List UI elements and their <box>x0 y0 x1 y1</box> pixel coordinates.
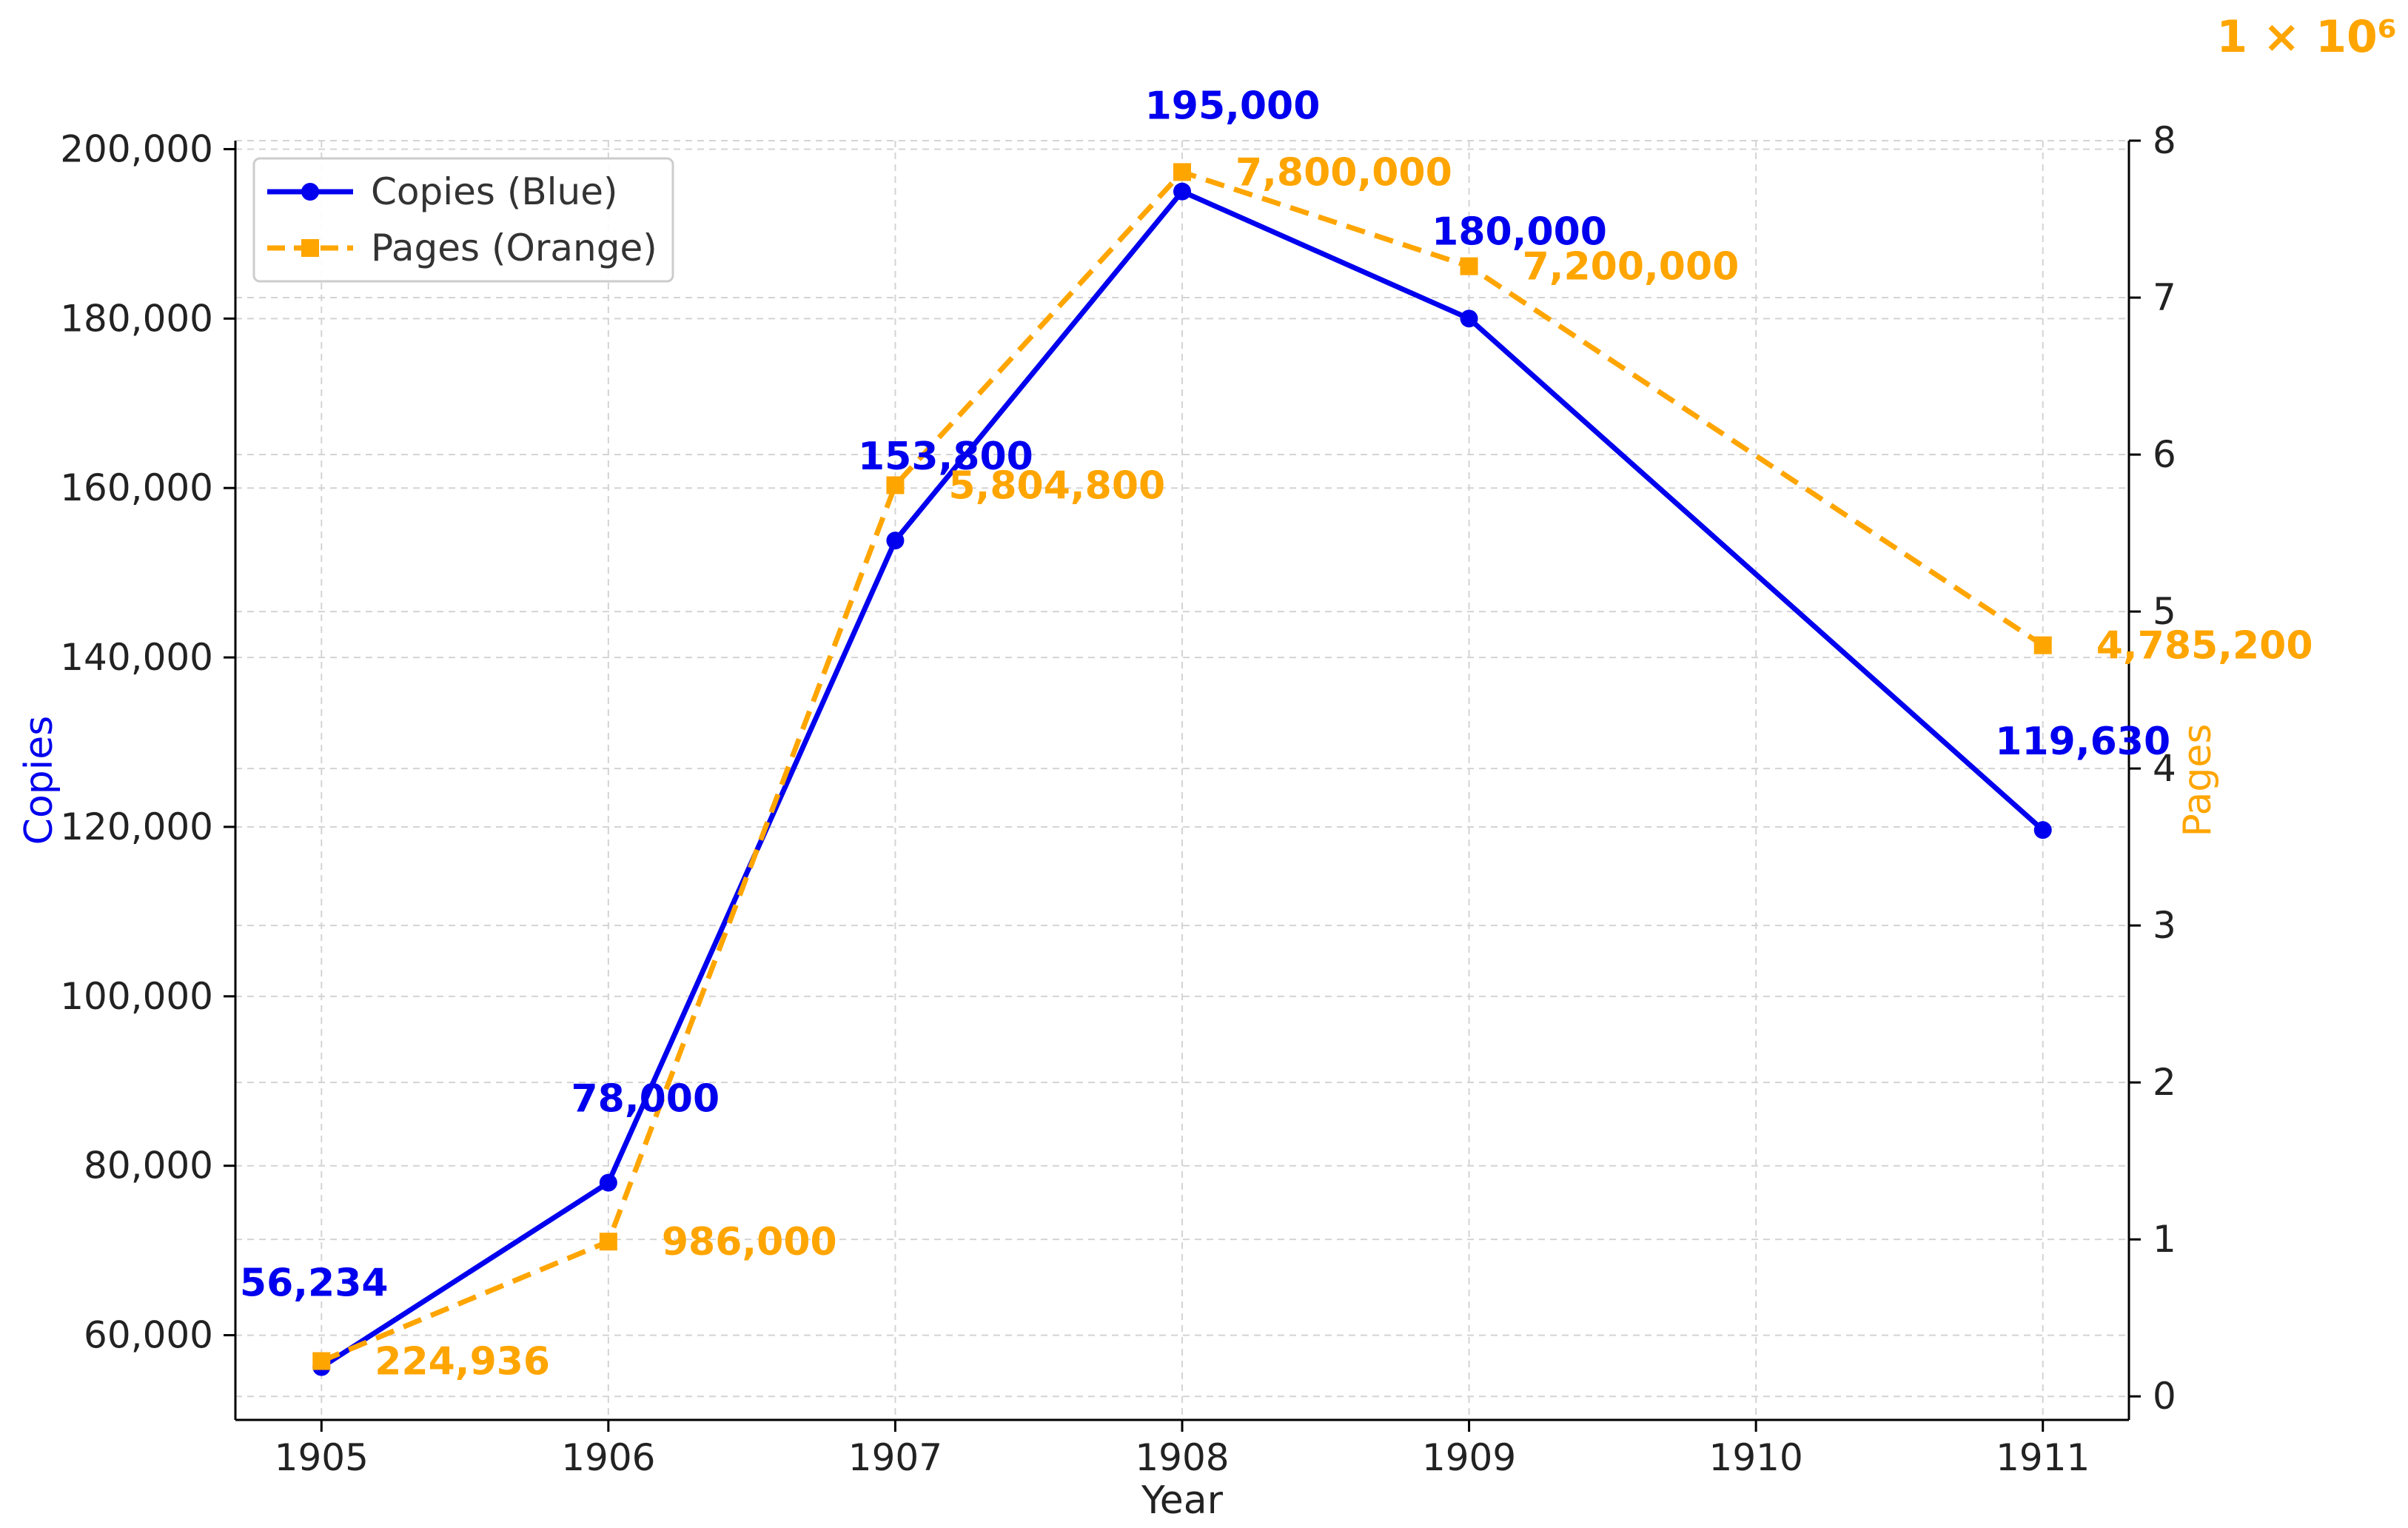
pages-point <box>886 476 905 495</box>
right-axis-multiplier: 1 × 10⁶ <box>2216 11 2397 63</box>
y-left-tick-label: 80,000 <box>84 1145 213 1187</box>
copies-point <box>599 1173 617 1192</box>
x-tick-label: 1907 <box>848 1436 942 1479</box>
y-right-tick-label: 2 <box>2153 1061 2176 1104</box>
legend-box <box>252 157 674 283</box>
x-tick-label: 1911 <box>1996 1436 2090 1479</box>
y-right-tick-label: 0 <box>2153 1375 2176 1418</box>
y-right-tick-label: 5 <box>2153 590 2176 633</box>
pages-data-label: 5,804,800 <box>948 463 1165 508</box>
pages-data-label: 7,800,000 <box>1235 150 1452 195</box>
y-left-tick-label: 100,000 <box>60 975 213 1018</box>
y-right-tick-label: 3 <box>2153 904 2176 947</box>
legend-copies-label: Copies (Blue) <box>371 170 618 213</box>
series-lines <box>320 169 2045 1370</box>
copies-data-label: 56,234 <box>240 1261 389 1306</box>
pages-point <box>1460 257 1478 275</box>
pages-data-label: 4,785,200 <box>2096 624 2313 668</box>
legend-copies-marker <box>301 183 319 201</box>
series-markers <box>312 163 2052 1376</box>
copies-data-label: 153,800 <box>858 435 1033 479</box>
pages-point <box>599 1233 617 1251</box>
pages-data-label: 224,936 <box>375 1340 550 1384</box>
copies-data-label: 119,630 <box>1995 720 2170 764</box>
copies-point <box>1460 309 1478 328</box>
copies-series-line <box>320 189 2045 1370</box>
axis-ticks: 1905 1906 1907 1908 1909 1910 1911 60,000 80,000… <box>60 119 2176 1479</box>
copies-point <box>886 532 905 550</box>
pages-point <box>2033 636 2052 654</box>
legend-pages-label: Pages (Orange) <box>371 227 657 269</box>
pages-point <box>312 1352 331 1370</box>
y-right-tick-label: 4 <box>2153 747 2176 790</box>
pages-series-line <box>320 169 2045 1364</box>
copies-data-label: 195,000 <box>1145 84 1321 129</box>
y-right-tick-label: 8 <box>2153 119 2176 162</box>
copies-data-label: 180,000 <box>1432 210 1607 254</box>
y-left-tick-label: 200,000 <box>60 127 213 170</box>
y-right-tick-label: 6 <box>2153 433 2176 476</box>
copies-data-label: 78,000 <box>571 1077 720 1122</box>
y-axis-left-title: Copies <box>17 716 61 845</box>
pages-point <box>1173 163 1191 181</box>
data-labels: 56,234 78,000 153,800 195,000 180,000 119,630… <box>240 84 2313 1384</box>
y-right-tick-label: 7 <box>2153 276 2176 319</box>
y-left-tick-label: 180,000 <box>60 297 213 340</box>
x-tick-label: 1906 <box>561 1436 655 1479</box>
copies-point <box>2033 821 2052 840</box>
pages-data-label: 7,200,000 <box>1523 245 1740 289</box>
y-left-tick-label: 120,000 <box>60 805 213 848</box>
y-left-tick-label: 60,000 <box>84 1314 213 1357</box>
x-tick-label: 1905 <box>275 1436 369 1479</box>
y-left-tick-label: 140,000 <box>60 636 213 679</box>
y-left-tick-label: 160,000 <box>60 466 213 509</box>
pages-data-label: 986,000 <box>662 1220 837 1264</box>
y-axis-right-title: Pages <box>2176 724 2220 837</box>
grid-lines <box>235 140 2129 1420</box>
copies-point <box>1173 182 1191 201</box>
x-axis-title: Year <box>1141 1478 1224 1523</box>
x-tick-label: 1909 <box>1422 1436 1516 1479</box>
x-tick-label: 1910 <box>1709 1436 1803 1479</box>
y-right-tick-label: 1 <box>2153 1218 2176 1261</box>
legend: Copies (Blue) Pages (Orange) <box>252 157 674 283</box>
legend-pages-marker <box>301 239 319 257</box>
x-tick-label: 1908 <box>1135 1436 1229 1479</box>
